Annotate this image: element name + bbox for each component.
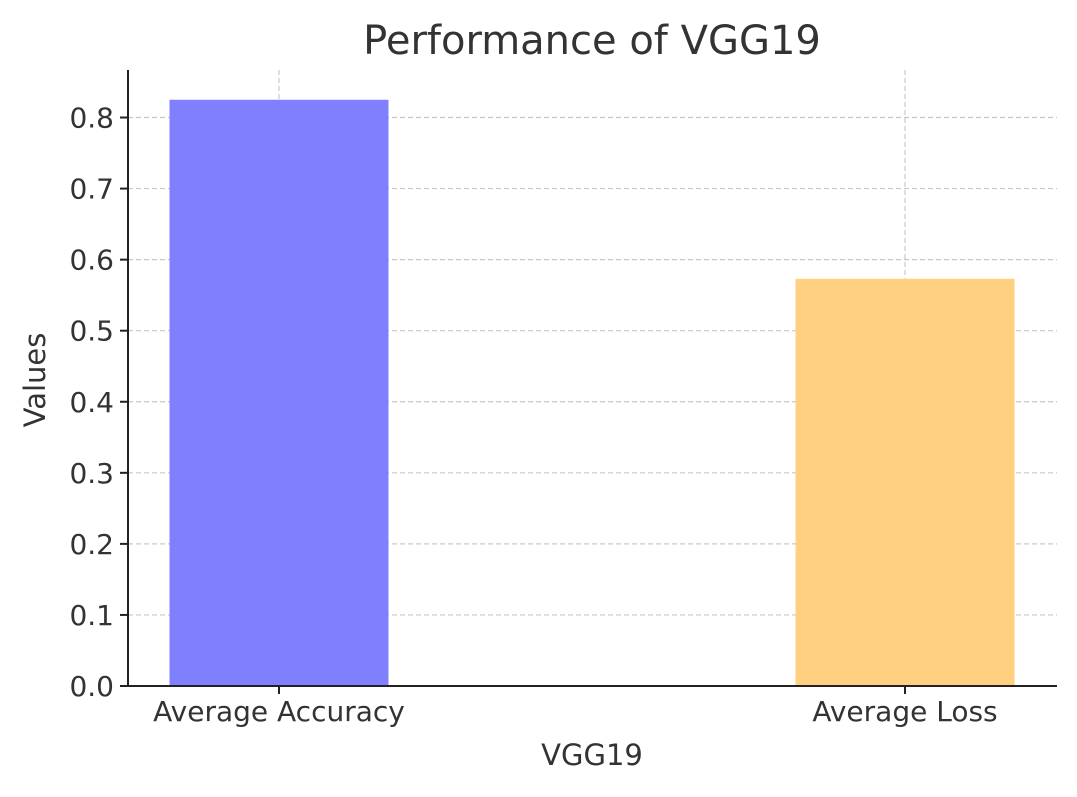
x-tick-label: Average Loss: [812, 695, 997, 728]
bar-average-loss: [795, 278, 1015, 686]
y-tick-label: 0.5: [69, 315, 114, 348]
bar-average-accuracy: [169, 99, 389, 686]
chart-title: Performance of VGG19: [363, 18, 821, 64]
y-tick-label: 0.1: [69, 599, 114, 632]
y-axis-label: Values: [18, 333, 52, 428]
y-tick-label: 0.4: [69, 386, 114, 419]
y-tick-label: 0.8: [69, 102, 114, 135]
y-tick-label: 0.6: [69, 244, 114, 277]
tick-layer: 0.0 0.1 0.2 0.3 0.4 0.5 0.6 0.7 0.8 Average Accur…: [69, 102, 997, 728]
y-tick-label: 0.0: [69, 670, 114, 703]
y-tick-label: 0.2: [69, 528, 114, 561]
x-axis-label: VGG19: [541, 738, 643, 772]
axis-layer: [127, 70, 1057, 687]
y-tick-label: 0.3: [69, 457, 114, 490]
x-tick-label: Average Accuracy: [153, 695, 405, 728]
y-tick-label: 0.7: [69, 173, 114, 206]
bar-layer: [169, 99, 1015, 686]
